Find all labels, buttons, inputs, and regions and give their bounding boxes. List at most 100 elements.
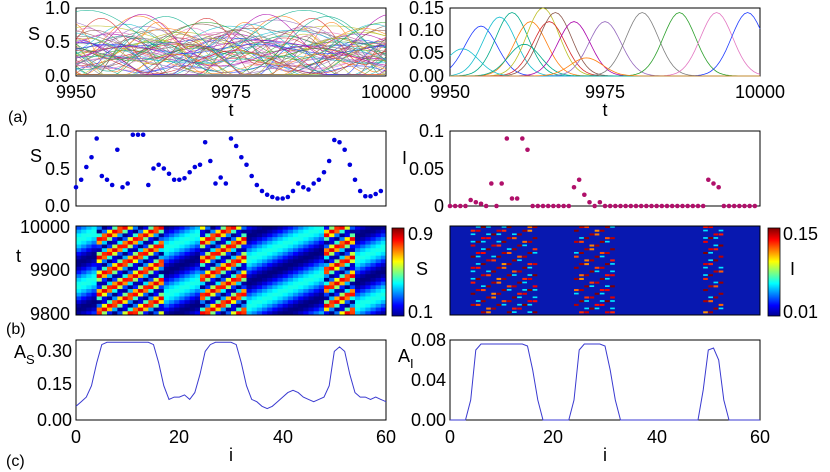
- heat-cell: [324, 226, 330, 231]
- heat-cell: [360, 259, 366, 264]
- heat-cell: [91, 248, 98, 253]
- heat-cell: [277, 307, 284, 312]
- heat-cell: [163, 240, 170, 245]
- heat-cell: [298, 307, 304, 312]
- heat-cell: [127, 289, 134, 294]
- data-point: [244, 162, 249, 168]
- heat-cell: [329, 296, 335, 301]
- heat-cell: [380, 289, 387, 294]
- s-trace: [75, 35, 387, 65]
- s-trace: [75, 30, 387, 62]
- heat-cell: [91, 270, 98, 275]
- data-point: [540, 203, 546, 209]
- heat-cell: [86, 292, 92, 297]
- heat-cell: [287, 285, 294, 290]
- heat-cell: [86, 229, 92, 234]
- heat-cell: [86, 248, 92, 253]
- heat-cell: [143, 237, 149, 242]
- heat-cell: [470, 277, 476, 280]
- heat-cell: [527, 289, 533, 292]
- heat-cell: [517, 259, 522, 262]
- heat-cell: [375, 303, 382, 308]
- heat-cell: [589, 281, 595, 284]
- data-point: [530, 203, 535, 209]
- heat-cell: [174, 285, 180, 290]
- heat-cell: [267, 274, 273, 279]
- heat-cell: [349, 277, 356, 283]
- heat-cell: [225, 255, 232, 260]
- heat-cell: [318, 226, 325, 231]
- heat-cell: [355, 226, 361, 231]
- heat-cell: [324, 270, 330, 275]
- heat-cell: [215, 303, 222, 308]
- heat-cell: [308, 226, 315, 231]
- heat-cell: [127, 237, 134, 242]
- heat-cell: [184, 229, 191, 234]
- heat-cell: [81, 281, 87, 286]
- heat-cell: [370, 270, 377, 275]
- heat-cell: [86, 274, 92, 279]
- heat-cell: [355, 311, 361, 316]
- heat-cell: [506, 300, 512, 303]
- heat-cell: [360, 251, 366, 257]
- heat-cell: [370, 233, 377, 238]
- data-point: [695, 203, 701, 209]
- heat-cell: [272, 303, 278, 308]
- heat-cell: [334, 251, 340, 257]
- heat-cell: [506, 251, 512, 254]
- heat-cell: [96, 307, 103, 312]
- s-trace: [75, 33, 387, 70]
- heat-cell: [298, 289, 304, 294]
- heat-cell: [282, 296, 289, 301]
- heat-cell: [574, 292, 579, 295]
- heat-cell: [200, 311, 206, 316]
- heat-cell: [308, 292, 315, 297]
- heat-cell: [107, 255, 113, 260]
- ytick: 0.08: [411, 330, 446, 350]
- heat-cell: [324, 277, 330, 283]
- heat-cell: [293, 300, 299, 305]
- heat-cell: [349, 281, 356, 286]
- heat-cell: [344, 274, 351, 279]
- heat-cell: [184, 226, 191, 231]
- heat-cell: [589, 233, 595, 236]
- heat-cell: [380, 303, 387, 308]
- heat-cell: [86, 281, 92, 286]
- heat-cell: [143, 285, 149, 290]
- heat-cell: [117, 281, 123, 286]
- heat-cell: [324, 229, 330, 234]
- heat-cell: [215, 307, 222, 312]
- heat-cell: [272, 226, 278, 231]
- heat-cell: [251, 233, 258, 238]
- y-axis-label: AS: [14, 342, 35, 367]
- data-point: [94, 136, 99, 141]
- plot-frame: [449, 130, 761, 207]
- s-trace: [76, 40, 387, 75]
- heat-cell: [344, 292, 351, 297]
- heat-cell: [96, 277, 103, 283]
- heat-cell: [574, 266, 579, 269]
- heat-cell: [532, 251, 538, 254]
- heat-cell: [200, 244, 206, 249]
- heat-cell: [360, 300, 366, 305]
- heat-cell: [205, 311, 211, 316]
- heat-cell: [349, 266, 356, 271]
- heat-cell: [594, 292, 600, 295]
- heat-cell: [287, 229, 294, 234]
- colorbar: [391, 227, 405, 317]
- heat-cell: [148, 296, 154, 301]
- heat-cell: [496, 281, 502, 284]
- heat-cell: [86, 259, 92, 264]
- heat-cell: [194, 229, 201, 234]
- heat-cell: [324, 237, 330, 242]
- heat-cell: [246, 300, 253, 305]
- heat-cell: [334, 307, 340, 312]
- heat-cell: [475, 300, 481, 302]
- heat-cell: [153, 263, 160, 268]
- heat-cell: [153, 303, 160, 308]
- heat-cell: [76, 226, 82, 231]
- heat-cell: [220, 233, 227, 238]
- heat-cell: [179, 263, 185, 268]
- heat-cell: [127, 248, 134, 253]
- heat-cell: [236, 259, 242, 264]
